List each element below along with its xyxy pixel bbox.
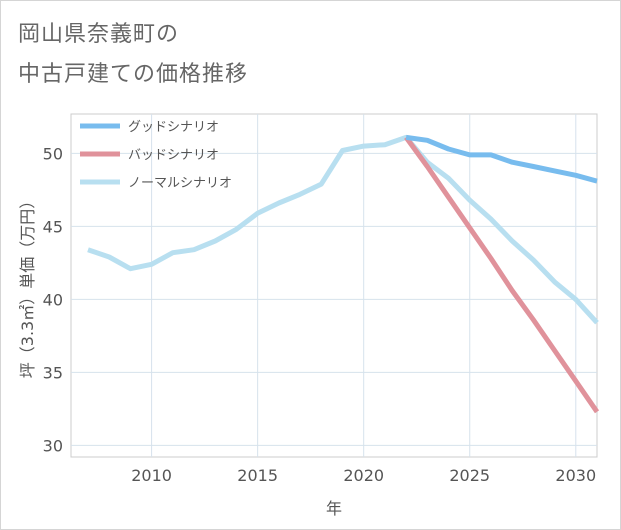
- x-tick-label: 2020: [343, 466, 384, 485]
- legend-label-2: ノーマルシナリオ: [128, 176, 232, 191]
- series-line-2: [87, 134, 599, 325]
- series-line-1: [404, 135, 600, 414]
- x-axis-title: 年: [326, 499, 342, 518]
- tick-labels: 2010 2015 2020 2025 2030 30 35 40 45 50: [43, 144, 597, 485]
- y-tick-label: 35: [43, 363, 63, 382]
- legend-label-1: バッドシナリオ: [128, 148, 219, 163]
- y-tick-label: 40: [43, 290, 63, 309]
- y-tick-label: 45: [43, 217, 63, 236]
- series-lines: [87, 134, 600, 414]
- y-axis-title: 坪（3.3㎡）単価（万円）: [18, 193, 37, 378]
- x-tick-label: 2010: [131, 466, 172, 485]
- chart-title-line-2: 中古戸建ての価格推移: [18, 62, 249, 87]
- grid: [71, 114, 597, 457]
- x-tick-label: 2015: [237, 466, 278, 485]
- chart-title-line-1: 岡山県奈義町の: [18, 22, 180, 47]
- y-tick-label: 30: [43, 436, 63, 455]
- x-tick-label: 2025: [449, 466, 490, 485]
- legend-label-0: グッドシナリオ: [128, 120, 219, 135]
- y-tick-label: 50: [43, 144, 63, 163]
- series-line-0: [405, 134, 598, 184]
- x-tick-label: 2030: [555, 466, 596, 485]
